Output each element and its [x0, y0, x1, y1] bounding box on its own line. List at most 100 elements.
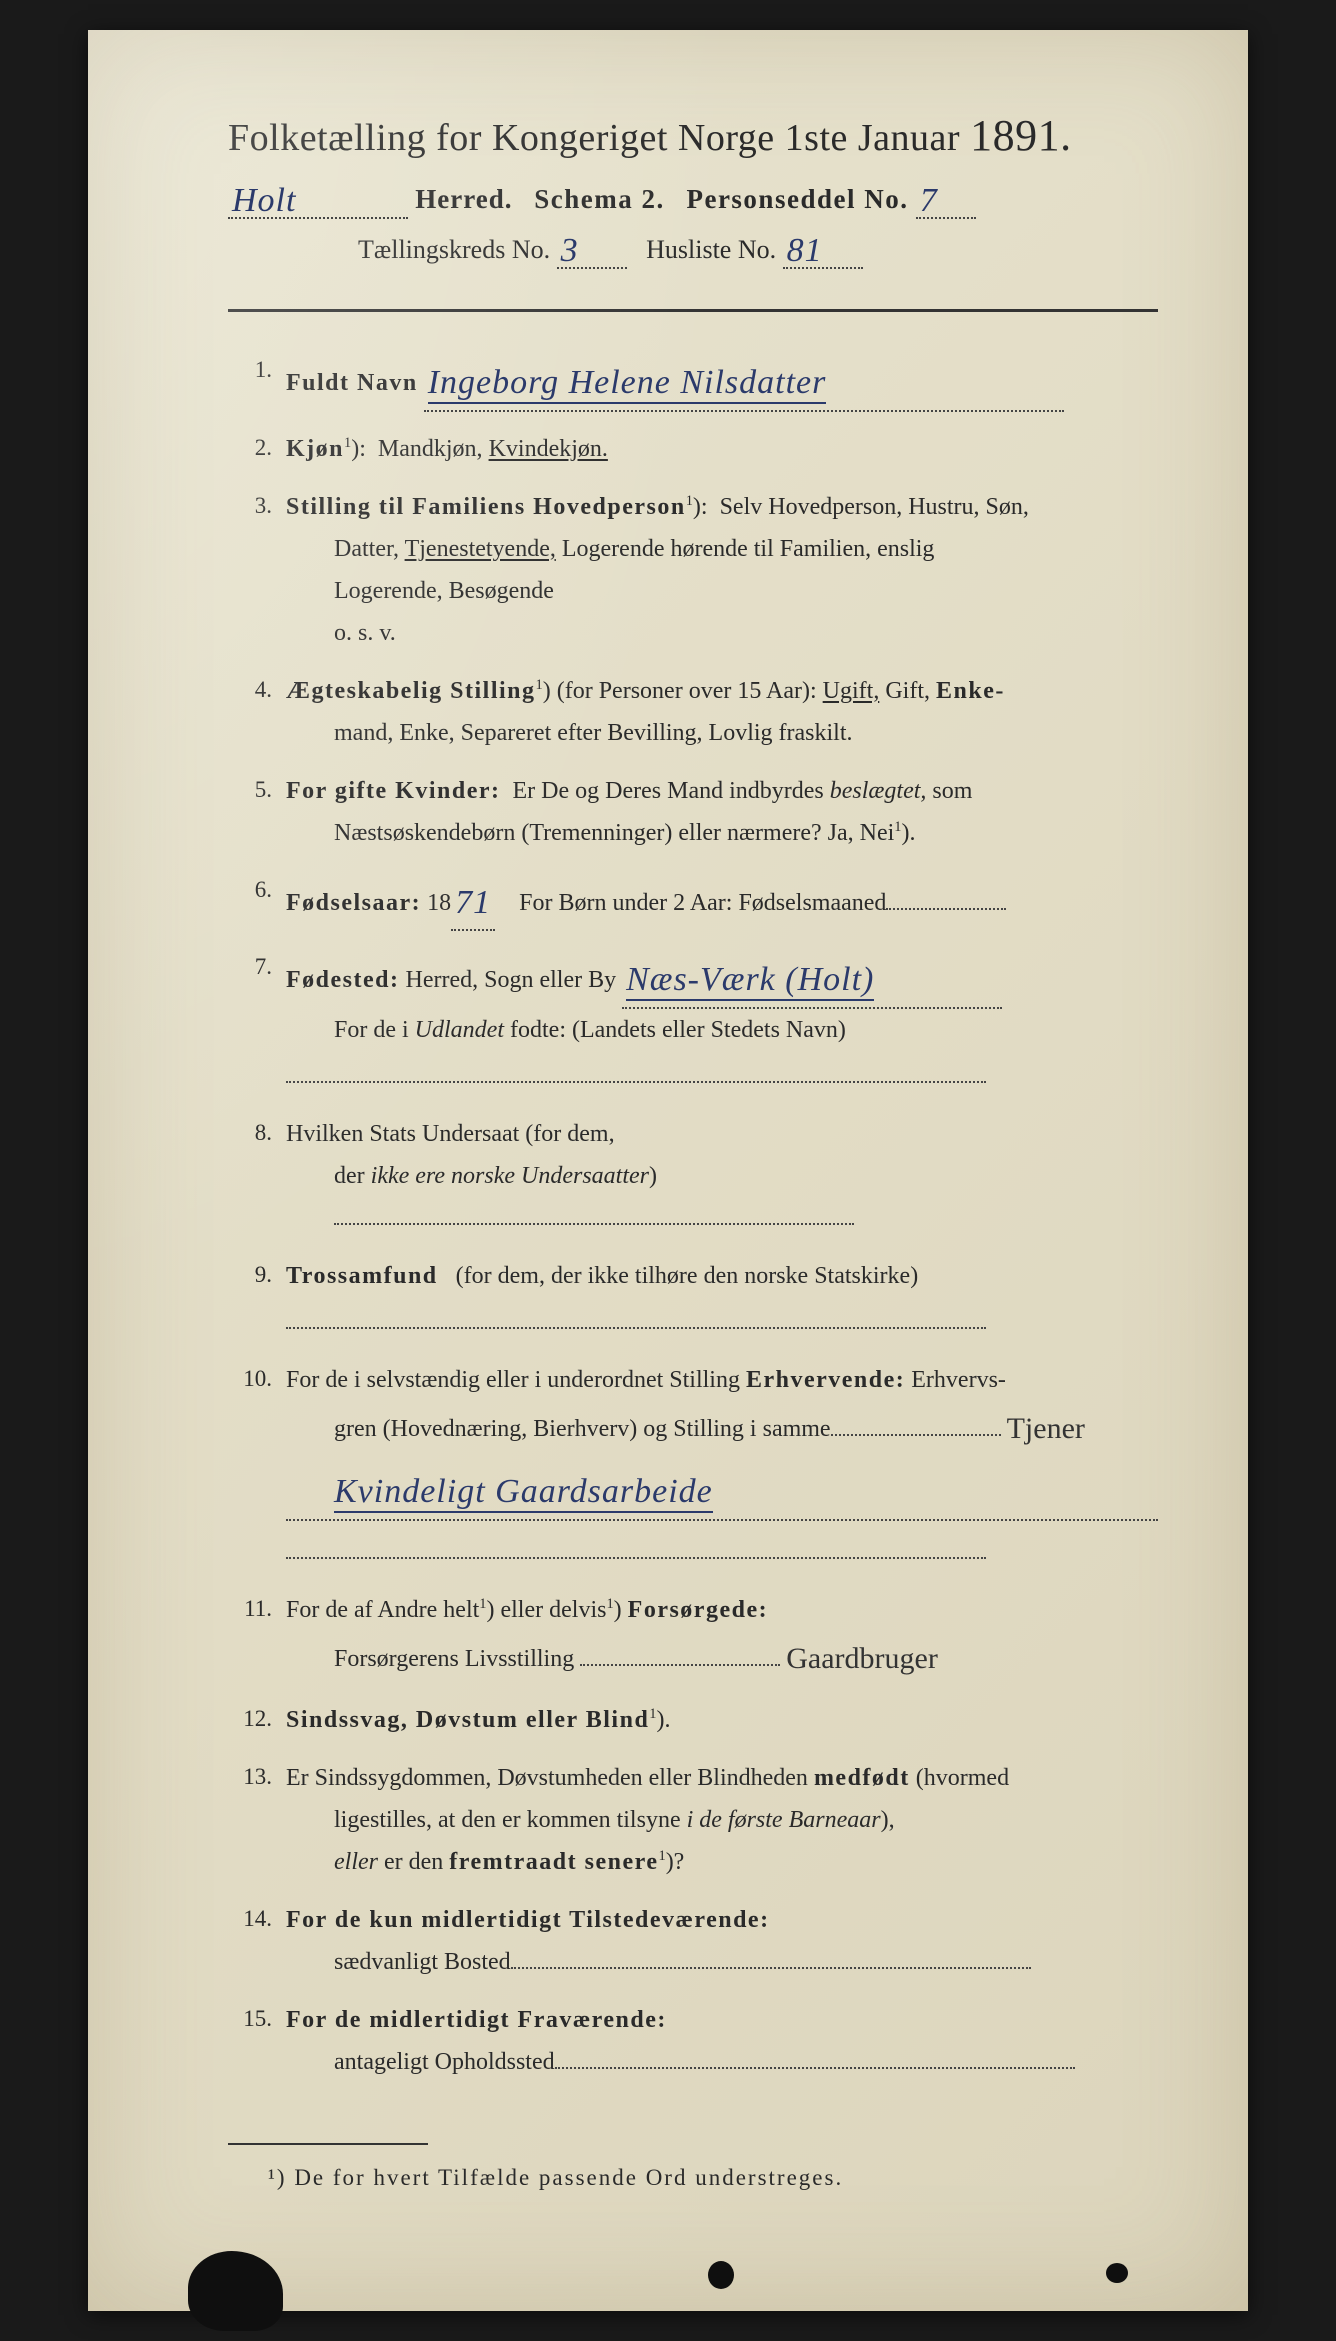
footnote-marker: ¹) [268, 2165, 287, 2190]
q15-fill [555, 2045, 1075, 2069]
header-line-2: Tællingskreds No. 3 Husliste No. 81 [358, 229, 1158, 269]
question-15: 15. For de midlertidigt Fraværende: anta… [228, 1999, 1158, 2083]
title-year: 1891. [970, 111, 1072, 160]
q10-num: 10. [228, 1359, 286, 1573]
q7-fill [286, 1059, 986, 1083]
q5-text-b: som [932, 778, 972, 804]
census-form-page: Folketælling for Kongeriget Norge 1ste J… [88, 30, 1248, 2311]
question-1: 1. Fuldt Navn Ingeborg Helene Nilsdatter [228, 350, 1158, 412]
q10-text-a: For de i selvstændig eller i underordnet… [286, 1367, 740, 1393]
q5-num: 5. [228, 770, 286, 854]
q6-num: 6. [228, 870, 286, 932]
q7-text-a: Herred, Sogn eller By [405, 967, 616, 993]
q7-value: Næs-Værk (Holt) [626, 961, 874, 1001]
q13-text-a: Er Sindssygdommen, Døvstumheden eller Bl… [286, 1765, 808, 1791]
q8-text-b: der [334, 1163, 365, 1189]
q10-line3: Kvindeligt Gaardsarbeide [286, 1459, 1158, 1521]
kreds-label: Tællingskreds No. [358, 235, 550, 264]
q7-label: Fødested: [286, 967, 399, 993]
q1-field: Ingeborg Helene Nilsdatter [424, 350, 1064, 412]
q15-body: For de midlertidigt Fraværende: antageli… [286, 1999, 1158, 2083]
q14-num: 14. [228, 1899, 286, 1983]
question-12: 12. Sindssvag, Døvstum eller Blind1). [228, 1699, 1158, 1741]
q11-line2: Forsørgerens Livsstilling Gaardbruger [286, 1631, 1158, 1684]
kreds-value: 3 [561, 232, 579, 269]
personseddel-field: 7 [916, 179, 976, 219]
q15-num: 15. [228, 1999, 286, 2083]
q4-body: Ægteskabelig Stilling1) (for Personer ov… [286, 670, 1158, 754]
q11-value: Gaardbruger [786, 1642, 938, 1675]
q3-opts-a: Selv Hovedperson, Hustru, Søn, [720, 494, 1029, 520]
q11-bold: Forsørgede: [628, 1597, 768, 1623]
paper-damage-icon [1106, 2263, 1128, 2283]
header-line-1: Holt Herred. Schema 2. Personseddel No. … [228, 179, 1158, 219]
q5-body: For gifte Kvinder: Er De og Deres Mand i… [286, 770, 1158, 854]
q10-body: For de i selvstændig eller i underordnet… [286, 1359, 1158, 1573]
personseddel-value: 7 [920, 182, 938, 219]
q13-ital-b: eller [334, 1849, 378, 1875]
q7-text-c: fodte: (Landets eller Stedets Navn) [510, 1017, 846, 1043]
q13-line2: ligestilles, at den er kommen tilsyne i … [286, 1799, 1158, 1841]
herred-value: Holt [232, 182, 296, 219]
q6-label: Fødselsaar: [286, 890, 421, 916]
personseddel-label: Personseddel No. [686, 184, 908, 214]
q6-field: 71 [451, 870, 495, 932]
q10-bold: Erhvervende: [746, 1367, 905, 1393]
q13-line3: eller er den fremtraadt senere1)? [286, 1841, 1158, 1883]
q6-body: Fødselsaar: 1871 For Børn under 2 Aar: F… [286, 870, 1158, 932]
q5-text-c: Næstsøskendebørn (Tremenninger) eller næ… [334, 820, 894, 846]
q13-body: Er Sindssygdommen, Døvstumheden eller Bl… [286, 1757, 1158, 1883]
q3-opts-c: Logerende hørende til Familien, enslig [562, 536, 935, 562]
q13-bold-b: fremtraadt senere [449, 1849, 658, 1875]
q9-label: Trossamfund [286, 1263, 438, 1289]
q13-text-c: ligestilles, at den er kommen tilsyne [334, 1807, 681, 1833]
q4-selected: Ugift, [823, 678, 880, 704]
question-3: 3. Stilling til Familiens Hovedperson1):… [228, 486, 1158, 654]
paper-damage-icon [188, 2251, 283, 2331]
question-6: 6. Fødselsaar: 1871 For Børn under 2 Aar… [228, 870, 1158, 932]
herred-field: Holt [228, 179, 408, 219]
question-7: 7. Fødested: Herred, Sogn eller By Næs-V… [228, 947, 1158, 1097]
q8-ital: ikke ere norske Undersaatter [371, 1163, 649, 1189]
q4-bold-a: Enke- [936, 678, 1005, 704]
schema-label: Schema 2. [534, 184, 665, 214]
q8-line2: der ikke ere norske Undersaatter) [286, 1155, 1158, 1239]
q6-prefix: 18 [427, 890, 451, 916]
question-8: 8. Hvilken Stats Undersaat (for dem, der… [228, 1113, 1158, 1239]
q15-text: antageligt Opholdssted [334, 2049, 555, 2075]
question-5: 5. For gifte Kvinder: Er De og Deres Man… [228, 770, 1158, 854]
q4-opts-a: Gift, [885, 678, 930, 704]
q1-value: Ingeborg Helene Nilsdatter [428, 364, 827, 404]
q2-opt-b-selected: Kvindekjøn. [489, 436, 608, 462]
q2-body: Kjøn1): Mandkjøn, Kvindekjøn. [286, 428, 1158, 470]
q10-text-b: Erhvervs- [911, 1367, 1006, 1393]
footnote-text: De for hvert Tilfælde passende Ord under… [294, 2165, 843, 2190]
q10-fill-b [286, 1535, 986, 1559]
q10-value-b: Tjener [1007, 1412, 1085, 1445]
q6-month-fill [886, 886, 1006, 910]
q15-line2: antageligt Opholdssted [286, 2041, 1158, 2083]
q3-label: Stilling til Familiens Hovedperson [286, 494, 686, 520]
q14-fill [511, 1945, 1031, 1969]
q13-num: 13. [228, 1757, 286, 1883]
question-11: 11. For de af Andre helt1) eller delvis1… [228, 1589, 1158, 1684]
q3-num: 3. [228, 486, 286, 654]
question-13: 13. Er Sindssygdommen, Døvstumheden elle… [228, 1757, 1158, 1883]
q4-num: 4. [228, 670, 286, 754]
q4-opts-b: mand, Enke, Separeret efter Bevilling, L… [286, 712, 1158, 754]
q1-num: 1. [228, 350, 286, 412]
q9-fill [286, 1305, 986, 1329]
title-text-b: 1ste Januar [785, 117, 960, 159]
q7-num: 7. [228, 947, 286, 1097]
q2-num: 2. [228, 428, 286, 470]
q2-label: Kjøn [286, 436, 344, 462]
q6-value: 71 [455, 884, 491, 921]
question-2: 2. Kjøn1): Mandkjøn, Kvindekjøn. [228, 428, 1158, 470]
q15-label: For de midlertidigt Fraværende: [286, 2007, 667, 2033]
q7-line2: For de i Udlandet fodte: (Landets eller … [286, 1009, 1158, 1051]
q14-label: For de kun midlertidigt Tilstedeværende: [286, 1907, 770, 1933]
husliste-field: 81 [783, 229, 863, 269]
husliste-value: 81 [787, 232, 823, 269]
q1-label: Fuldt Navn [286, 370, 418, 396]
form-title: Folketælling for Kongeriget Norge 1ste J… [228, 110, 1158, 161]
